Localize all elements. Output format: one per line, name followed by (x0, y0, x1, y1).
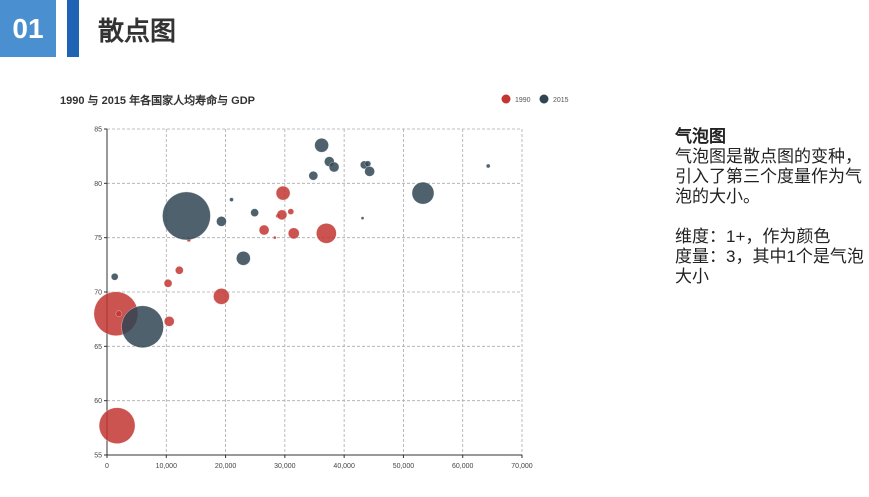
y-tick-label: 75 (94, 235, 102, 242)
sidebar-heading: 气泡图 (675, 127, 726, 146)
page-title: 散点图 (98, 16, 177, 46)
slide-number: 01 (12, 12, 44, 44)
bubble-2015 (250, 208, 259, 217)
bubble-1990 (163, 279, 173, 288)
bubble-2015 (328, 161, 340, 173)
legend-marker-1990 (501, 94, 511, 104)
bubble-1990 (288, 227, 300, 239)
y-tick-label: 85 (94, 127, 102, 134)
bubble-2015 (111, 273, 119, 281)
x-tick-label: 10,000 (156, 463, 178, 470)
bubble-2015 (236, 251, 251, 266)
x-tick-label: 20,000 (215, 463, 237, 470)
x-tick-label: 40,000 (333, 463, 355, 470)
bubble-1990 (276, 209, 288, 220)
bubble-2015 (314, 138, 329, 153)
x-tick-label: 70,000 (511, 463, 533, 470)
bubble-2015 (360, 216, 365, 220)
bubble-1990 (98, 407, 136, 444)
bubble-1990 (175, 266, 184, 275)
bubble-1990 (316, 223, 337, 244)
bubble-2015 (364, 160, 372, 167)
bubble-1990 (273, 236, 277, 240)
bubble-1990 (287, 208, 294, 215)
bubble-2015 (411, 181, 435, 205)
x-tick-label: 30,000 (274, 463, 296, 470)
bubble-2015 (229, 197, 234, 202)
y-tick-label: 60 (94, 398, 102, 405)
sidebar-description: 气泡图是散点图的变种，引入了第三个度量作为气泡的大小。 (675, 147, 862, 206)
bubble-1990 (213, 288, 230, 305)
bubble-chart: 1990 与 2015 年各国家人均寿命与 GDP 1990 2015 0 10,000… (60, 93, 569, 470)
y-tick-label: 55 (94, 453, 102, 460)
slide-number-badge: 01 (0, 0, 56, 57)
bubble-2015 (216, 216, 227, 227)
sidebar-measure: 度量：3，其中1个是气泡大小 (675, 247, 864, 286)
bubble-2015 (162, 191, 211, 241)
bubble-2015 (121, 305, 164, 348)
y-tick-label: 70 (94, 290, 102, 297)
chart-title: 1990 与 2015 年各国家人均寿命与 GDP (60, 93, 255, 107)
sidebar-dimension: 维度：1+，作为颜色 (675, 227, 831, 246)
bubble-2015 (364, 166, 375, 177)
y-tick-label: 65 (94, 344, 102, 351)
bubble-1990 (164, 316, 175, 327)
title-accent-bar (67, 0, 79, 57)
x-tick-label: 50,000 (393, 463, 415, 470)
bubble-2015 (486, 163, 491, 169)
bubble-1990 (275, 185, 291, 201)
bubble-1990 (115, 310, 123, 317)
sidebar-panel: 气泡图 气泡图是散点图的变种，引入了第三个度量作为气泡的大小。 维度：1+，作为… (675, 127, 869, 287)
bubble-1990 (258, 224, 270, 236)
legend-label-2015: 2015 (553, 97, 569, 104)
legend-label-1990: 1990 (515, 97, 531, 104)
legend-marker-2015 (539, 94, 549, 104)
x-tick-label: 0 (105, 463, 109, 470)
x-tick-label: 60,000 (452, 463, 474, 470)
y-tick-label: 80 (94, 181, 102, 188)
bubble-2015 (308, 171, 318, 181)
